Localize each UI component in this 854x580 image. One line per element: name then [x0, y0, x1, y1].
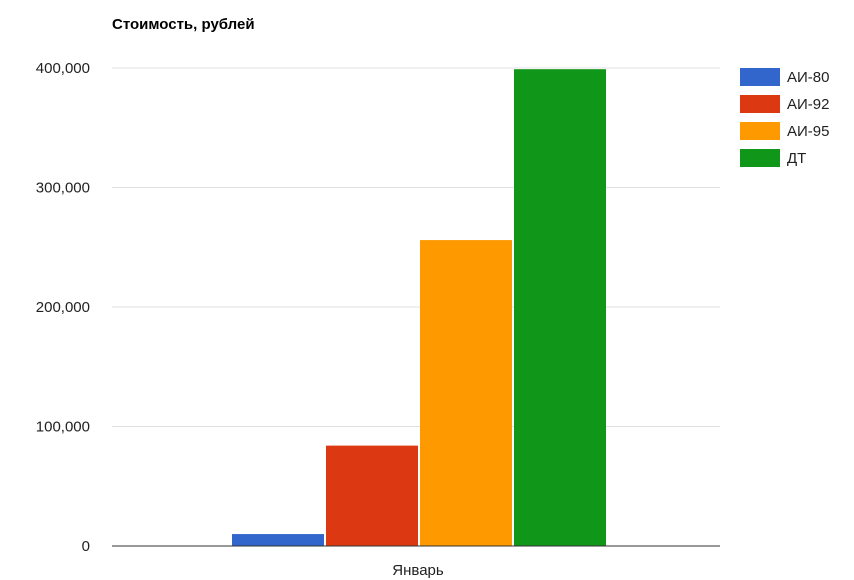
- legend-swatch: [740, 149, 780, 167]
- legend-label: ДТ: [787, 150, 806, 167]
- bar-ДТ[interactable]: [514, 69, 606, 546]
- legend: АИ-80 АИ-92 АИ-95 ДТ: [740, 68, 829, 167]
- y-tick-label: 100,000: [36, 419, 90, 436]
- y-tick-label: 400,000: [36, 60, 90, 77]
- gridlines: [112, 67, 720, 427]
- legend-swatch: [740, 122, 780, 140]
- bar-АИ-95[interactable]: [420, 240, 512, 546]
- legend-swatch: [740, 68, 780, 86]
- legend-label: АИ-92: [787, 96, 829, 113]
- y-axis-ticks: 0 100,000 200,000 300,000 400,000: [36, 60, 90, 555]
- bar-АИ-92[interactable]: [326, 445, 418, 546]
- legend-swatch: [740, 95, 780, 113]
- x-axis-categories: Январь: [392, 562, 444, 579]
- legend-label: АИ-95: [787, 123, 829, 140]
- legend-label: АИ-80: [787, 69, 829, 86]
- bars: [232, 69, 606, 546]
- y-tick-label: 0: [82, 538, 90, 555]
- chart-title: Стоимость, рублей: [112, 16, 255, 33]
- y-tick-label: 200,000: [36, 299, 90, 316]
- x-category-label: Январь: [392, 562, 444, 579]
- y-tick-label: 300,000: [36, 180, 90, 197]
- bar-АИ-80[interactable]: [232, 534, 324, 546]
